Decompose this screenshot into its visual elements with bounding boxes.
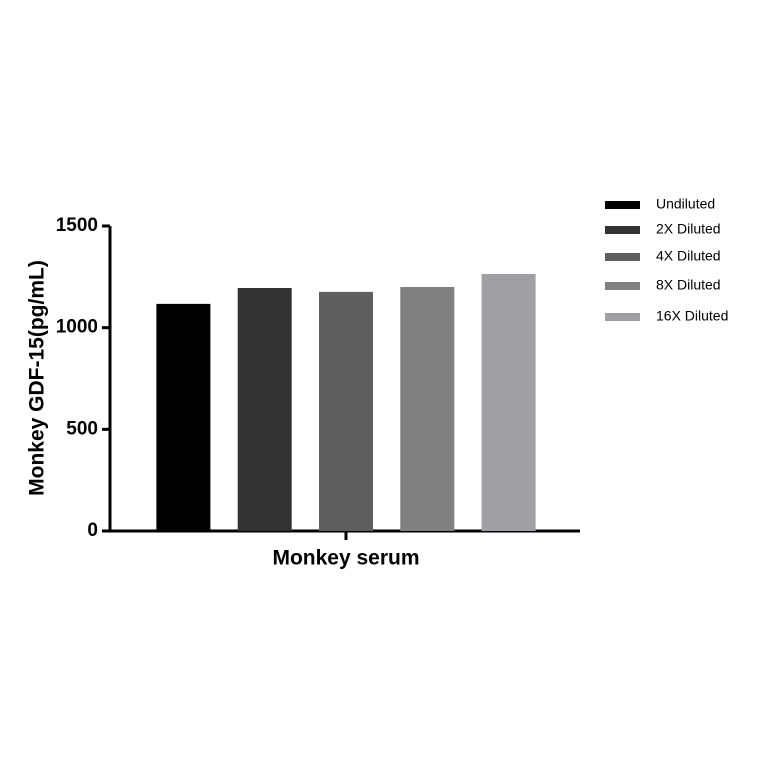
bar [156,303,211,531]
y-tick-label: 500 [66,418,98,439]
legend-label: 16X Diluted [656,308,728,324]
y-axis-label: Monkey GDF-15(pg/mL) [26,260,49,496]
y-tick-label: 1000 [56,317,98,338]
y-tick-label: 0 [87,520,98,541]
legend-label: 2X Diluted [656,221,721,237]
bar [319,291,373,531]
legend-label: Undiluted [656,196,715,212]
bar [237,288,292,531]
legend-swatch [605,253,640,261]
x-tick-label: Monkey serum [272,547,419,570]
legend-swatch [605,313,640,321]
legend-label: 4X Diluted [656,248,721,264]
bar [481,273,536,531]
bar [400,287,455,531]
legend-swatch [605,201,640,209]
legend-label: 8X Diluted [656,277,721,293]
legend-swatch [605,282,640,290]
legend-swatch [605,226,640,234]
y-tick-label: 1500 [56,215,98,236]
